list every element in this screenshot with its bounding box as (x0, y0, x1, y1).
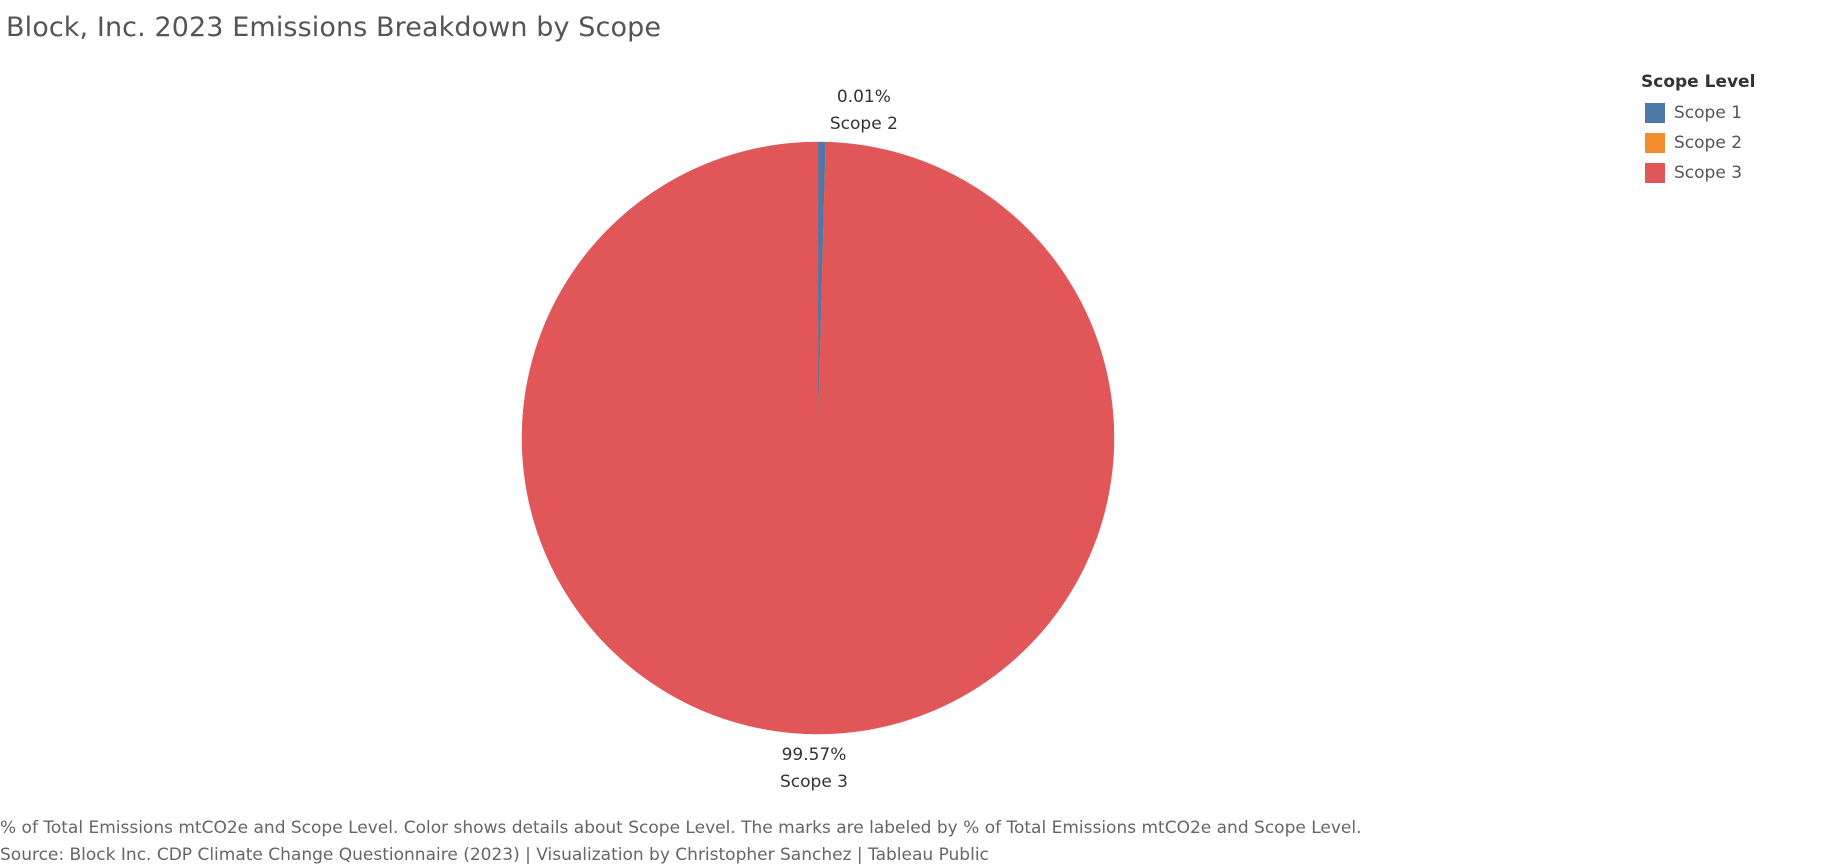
legend-label-scope-2: Scope 2 (1674, 133, 1743, 153)
pie-slices (521, 141, 1115, 735)
pie-label-percent-scope-3: 99.57% (782, 745, 847, 765)
legend-item-scope-2[interactable]: Scope 2 (1641, 128, 1821, 158)
legend-label-scope-3: Scope 3 (1674, 163, 1743, 183)
pie-label-category-scope-3: Scope 3 (780, 772, 848, 792)
source-caption: Source: Block Inc. CDP Climate Change Qu… (0, 845, 989, 865)
legend-swatch-scope-3 (1645, 163, 1665, 183)
pie-label-percent-scope-2: 0.01% (837, 87, 891, 107)
legend-title: Scope Level (1641, 72, 1756, 92)
legend-swatch-scope-2 (1645, 133, 1665, 153)
pie-slice-scope-3[interactable] (521, 141, 1115, 735)
pie-labels: 0.01% Scope 2 99.57% Scope 3 (780, 87, 898, 792)
chart-title: Block, Inc. 2023 Emissions Breakdown by … (6, 12, 662, 43)
chart-caption: % of Total Emissions mtCO2e and Scope Le… (0, 818, 1362, 838)
legend-swatch-scope-1 (1645, 103, 1665, 123)
pie-label-category-scope-2: Scope 2 (830, 114, 898, 134)
legend-item-scope-3[interactable]: Scope 3 (1641, 158, 1821, 188)
legend-label-scope-1: Scope 1 (1674, 103, 1743, 123)
legend: Scope Level Scope 1 Scope 2 Scope 3 (1641, 72, 1821, 188)
legend-item-scope-1[interactable]: Scope 1 (1641, 98, 1821, 128)
